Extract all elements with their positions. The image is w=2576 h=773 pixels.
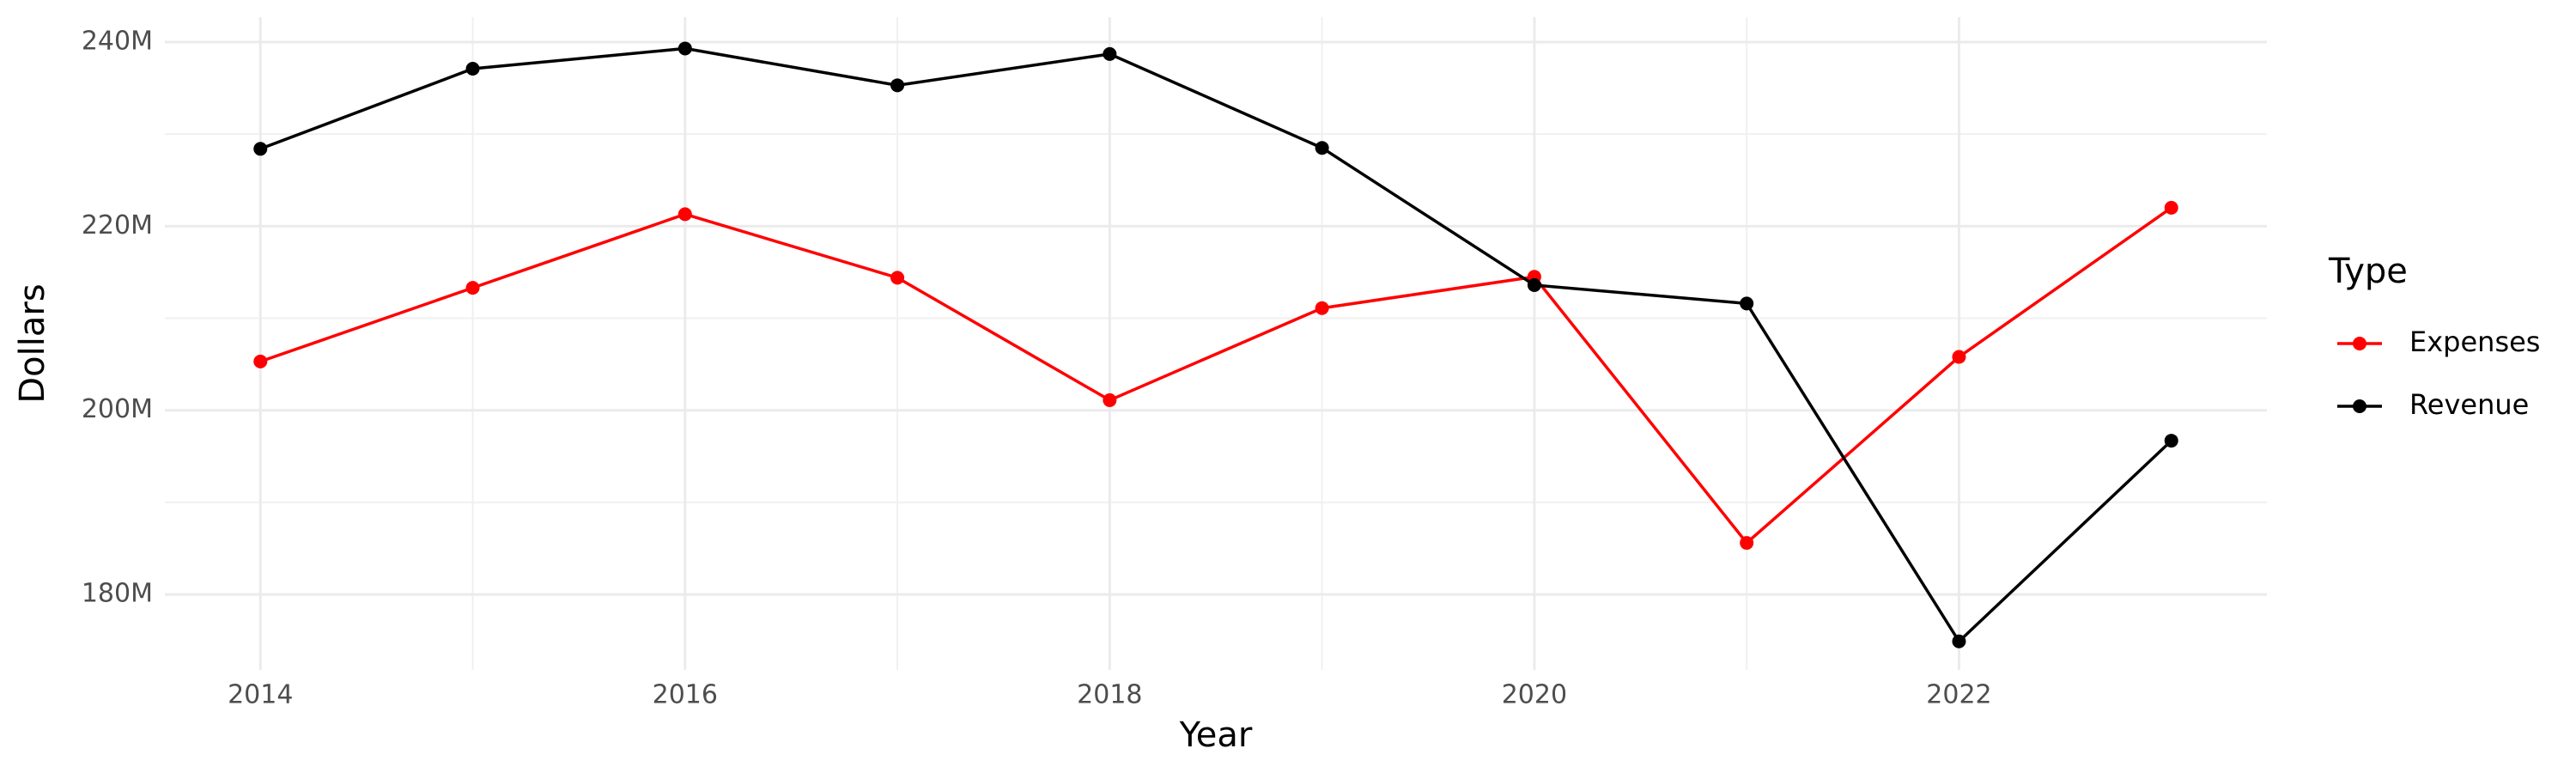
legend-marker — [2353, 337, 2366, 350]
series-line — [259, 46, 2172, 644]
data-point — [465, 62, 480, 76]
data-point — [1740, 536, 1754, 551]
x-tick-label: 2022 — [1926, 680, 1991, 710]
data-point — [1952, 634, 1966, 648]
series-line — [259, 206, 2172, 545]
data-point — [890, 271, 905, 285]
y-tick-label: 240M — [82, 26, 153, 56]
legend-label: Expenses — [2409, 326, 2540, 358]
x-tick-label: 2016 — [653, 680, 718, 710]
data-point — [253, 142, 268, 156]
data-point — [2164, 200, 2178, 215]
data-point — [1315, 141, 1329, 155]
y-tick-label: 180M — [82, 579, 153, 609]
data-point — [253, 354, 268, 368]
data-point — [2164, 434, 2178, 448]
data-point — [677, 41, 692, 56]
data-point — [1103, 393, 1117, 407]
legend-marker — [2353, 399, 2366, 413]
data-point — [677, 207, 692, 222]
data-point — [890, 78, 905, 93]
y-axis-title: Dollars — [13, 283, 52, 403]
x-tick-label: 2020 — [1502, 680, 1567, 710]
data-point — [465, 281, 480, 295]
x-tick-label: 2014 — [228, 680, 293, 710]
y-tick-label: 200M — [82, 394, 153, 424]
data-point — [1315, 301, 1329, 315]
x-axis-title: Year — [1179, 715, 1253, 755]
data-point — [1952, 350, 1966, 364]
data-point — [1740, 296, 1754, 311]
legend-label: Revenue — [2409, 388, 2529, 421]
data-point — [1103, 46, 1117, 61]
y-tick-label: 220M — [82, 210, 153, 240]
legend-title: Type — [2328, 252, 2408, 291]
data-point — [1527, 277, 1541, 292]
x-tick-label: 2018 — [1077, 680, 1142, 710]
